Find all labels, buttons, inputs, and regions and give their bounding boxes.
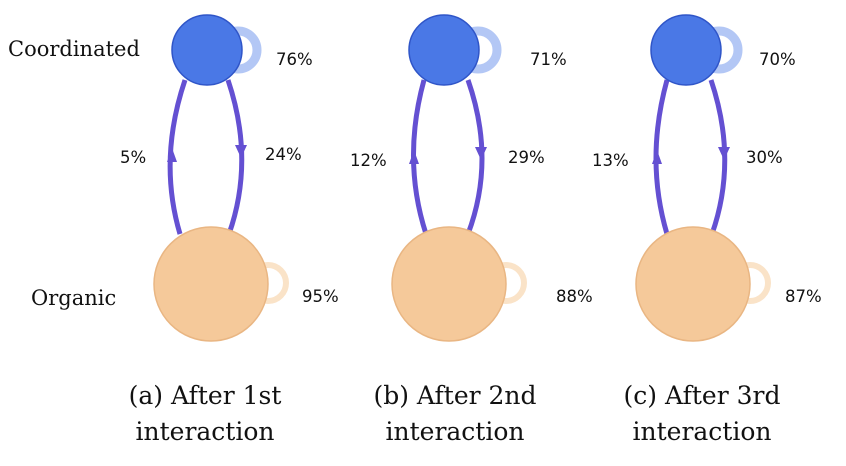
caption-line-1: (b) After 2nd [373,381,536,410]
coordinated-to-organic-edge [225,79,245,235]
up-arrowhead [652,150,662,164]
organic-node [635,226,751,342]
caption-line-1: (a) After 1st [129,381,282,410]
down-arrowhead [718,147,730,160]
coordinated-node [650,14,722,86]
coordinated-to-organic-pct: 29% [508,148,545,167]
coordinated-node [408,14,480,86]
organic-node [391,226,507,342]
organic-to-coordinated-pct: 12% [350,151,387,170]
panel-c: 70% 87% 13% 30% (c) After 3rd interactio… [592,14,822,446]
organic-to-coordinated-pct: 13% [592,151,629,170]
coordinated-row-label: Coordinated [8,37,140,61]
down-arrowhead [475,147,487,160]
caption-line-1: (c) After 3rd [624,381,781,410]
coordinated-to-organic-pct: 24% [265,145,302,164]
up-arrowhead [167,148,177,162]
organic-self-pct: 88% [556,287,593,306]
organic-node [153,226,269,342]
panel-a: 76% 95% 5% 24% (a) After 1st interaction [120,14,339,446]
organic-to-coordinated-pct: 5% [120,148,146,167]
panel-b: 71% 88% 12% 29% (b) After 2nd interactio… [350,14,593,446]
coordinated-to-organic-pct: 30% [746,148,783,167]
organic-self-pct: 87% [785,287,822,306]
coordinated-self-pct: 71% [530,50,567,69]
caption-line-2: interaction [136,417,275,446]
coordinated-to-organic-edge [465,79,485,235]
down-arrowhead [235,145,247,158]
organic-row-label: Organic [31,286,116,310]
caption-line-2: interaction [386,417,525,446]
coordinated-node [171,14,243,86]
up-arrowhead [409,150,419,164]
organic-self-pct: 95% [302,287,339,306]
coordinated-self-pct: 76% [276,50,313,69]
coordinated-self-pct: 70% [759,50,796,69]
caption-line-2: interaction [633,417,772,446]
